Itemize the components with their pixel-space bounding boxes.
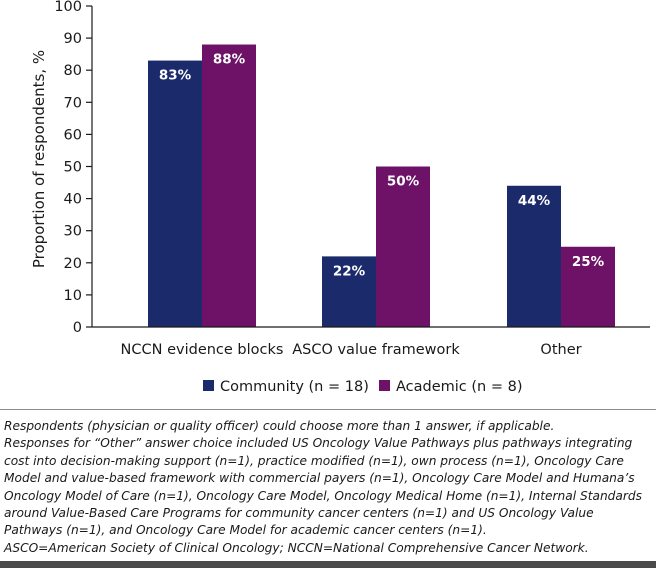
bottom-bar (0, 561, 656, 568)
bar (148, 60, 202, 327)
legend-label: Community (n = 18) (220, 379, 369, 395)
footnote-divider (0, 409, 656, 410)
bars: 83% 88% 22% 50% 44% 25% (148, 44, 615, 328)
bar-value-label: 22% (333, 263, 366, 279)
bar-value-label: 44% (518, 193, 551, 209)
bar-chart: 0 10 20 30 40 50 60 70 80 90 100 83% 88% 22% 50% 44% 25… (30, 0, 650, 395)
x-tick-label: ASCO value framework (292, 342, 460, 358)
footnotes: Respondents (physician or quality office… (4, 418, 654, 557)
bar (561, 246, 615, 327)
y-tick-label: 70 (64, 95, 82, 111)
y-tick-label: 80 (64, 63, 82, 79)
legend: Community (n = 18) Academic (n = 8) (203, 379, 522, 395)
bar-value-label: 83% (159, 68, 192, 84)
y-axis: 0 10 20 30 40 50 60 70 80 90 100 (54, 0, 93, 336)
x-tick-label: NCCN evidence blocks (121, 342, 284, 358)
bar-value-label: 88% (213, 52, 246, 68)
bar-value-label: 50% (387, 174, 420, 190)
y-tick-label: 20 (64, 256, 82, 272)
bar (202, 44, 256, 328)
footnote-3: ASCO=American Society of Clinical Oncolo… (4, 540, 589, 555)
footnote-2: Responses for “Other” answer choice incl… (4, 436, 642, 538)
y-tick-label: 30 (64, 224, 82, 240)
bar-value-label: 25% (572, 254, 605, 270)
legend-swatch (203, 380, 214, 391)
y-tick-label: 0 (73, 320, 82, 336)
x-axis: NCCN evidence blocks ASCO value framework… (92, 326, 650, 358)
y-tick-label: 100 (54, 0, 82, 15)
y-axis-label: Proportion of respondents, % (30, 50, 48, 268)
y-tick-label: 90 (64, 31, 82, 47)
footnote-1: Respondents (physician or quality office… (4, 419, 555, 433)
y-tick-label: 60 (64, 127, 82, 143)
y-tick-label: 10 (64, 288, 82, 304)
y-tick-label: 50 (64, 160, 82, 176)
bar (322, 256, 376, 327)
legend-swatch (379, 380, 390, 391)
bar (507, 185, 561, 327)
y-tick-label: 40 (64, 192, 82, 208)
legend-label: Academic (n = 8) (396, 379, 522, 395)
x-tick-label: Other (540, 342, 581, 358)
bar (376, 166, 430, 327)
